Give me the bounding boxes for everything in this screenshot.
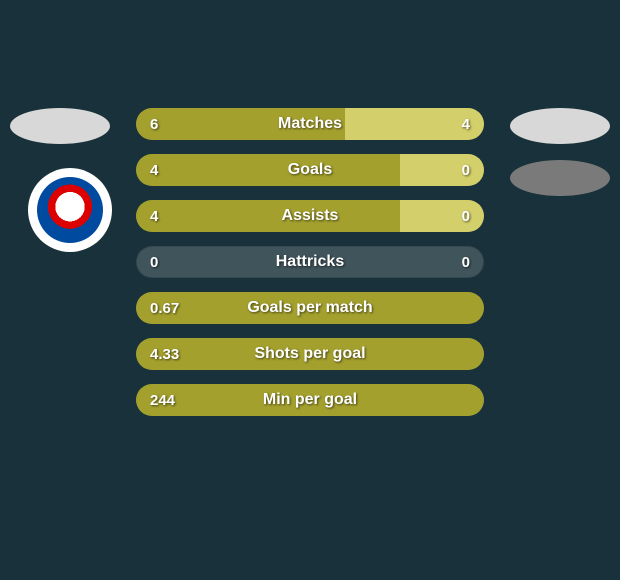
stat-label: Hattricks — [136, 246, 484, 278]
stat-row: Shots per goal4.33 — [136, 338, 484, 370]
bars-container: Matches64 Goals40 Assists40 Hattricks0 0 Goal… — [136, 108, 484, 416]
club-badge-inner — [37, 177, 103, 243]
player-right-placeholder-2 — [510, 160, 610, 196]
stat-bar-left — [136, 384, 484, 416]
club-badge — [28, 168, 112, 252]
stat-row: Hattricks0 0 — [136, 246, 484, 278]
stat-row: Min per goal244 — [136, 384, 484, 416]
stat-row: Assists40 — [136, 200, 484, 232]
stat-bar-right — [400, 154, 484, 186]
stat-bar-left — [136, 292, 484, 324]
stat-bar-right — [345, 108, 484, 140]
stat-bar-left — [136, 200, 400, 232]
stat-row: Goals40 — [136, 154, 484, 186]
stat-value-left: 0 — [150, 246, 158, 278]
stat-row: Goals per match0.67 — [136, 292, 484, 324]
stat-row: Matches64 — [136, 108, 484, 140]
stat-bar-left — [136, 154, 400, 186]
player-right-placeholder-1 — [510, 108, 610, 144]
stat-bar-left — [136, 338, 484, 370]
comparison-chart: Matches64 Goals40 Assists40 Hattricks0 0 Goal… — [0, 108, 620, 438]
stat-value-right: 0 — [462, 246, 470, 278]
stat-bar-right — [400, 200, 484, 232]
player-left-placeholder — [10, 108, 110, 144]
stat-bar-left — [136, 108, 345, 140]
